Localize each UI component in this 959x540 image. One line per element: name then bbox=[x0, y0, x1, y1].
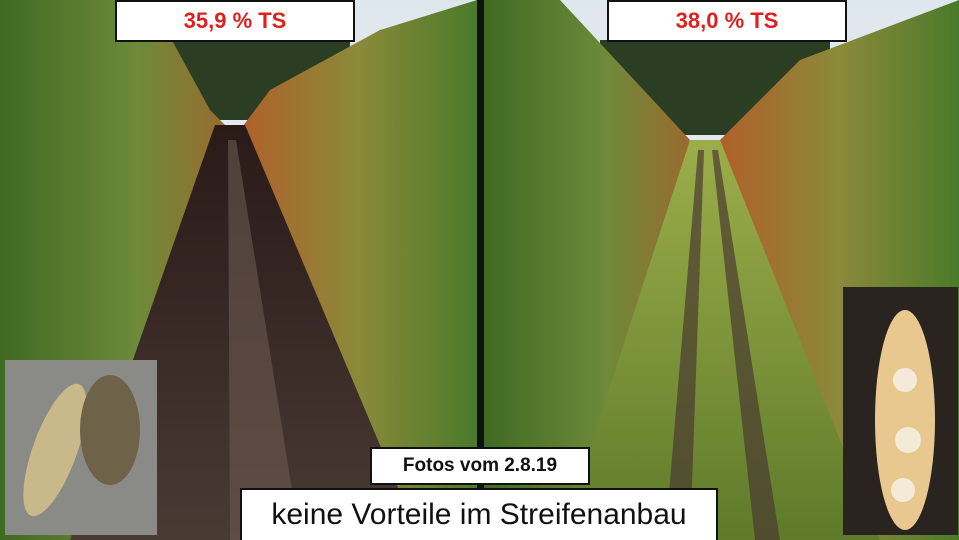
photo-composite: 35,9 % TS 38,0 % TS Fotos vom 2.8.19 kei… bbox=[0, 0, 959, 540]
ts-label-left: 35,9 % TS bbox=[115, 0, 355, 42]
ts-label-right: 38,0 % TS bbox=[607, 0, 847, 42]
date-label: Fotos vom 2.8.19 bbox=[370, 447, 590, 485]
caption: keine Vorteile im Streifenanbau bbox=[240, 488, 718, 540]
